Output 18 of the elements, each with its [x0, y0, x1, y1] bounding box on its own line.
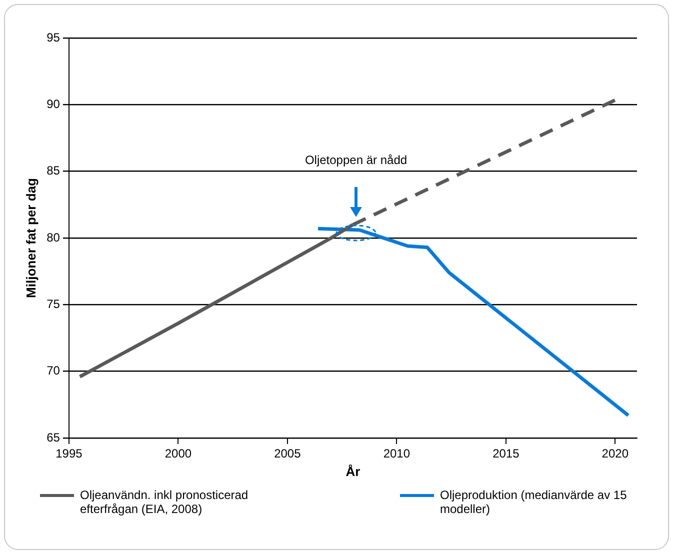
- x-tick-label: 2005: [274, 446, 302, 461]
- x-tick-label: 2000: [164, 446, 192, 461]
- x-axis-title: År: [346, 464, 360, 479]
- y-tick-label: 90: [46, 96, 60, 111]
- y-tick-label: 70: [46, 364, 60, 378]
- x-tick-label: 1995: [56, 446, 83, 461]
- legend-label: Oljeproduktion (medianvärde av 15 modeller): [440, 488, 628, 516]
- x-tick-label: 2020: [602, 446, 629, 461]
- y-tick-label: 75: [46, 296, 60, 311]
- x-tick-label: 2010: [383, 446, 410, 461]
- y-tick-label: 80: [46, 230, 60, 244]
- y-tick-label: 95: [46, 30, 60, 44]
- y-tick-label: 85: [46, 164, 60, 178]
- x-tick-label: 2015: [492, 446, 520, 461]
- y-tick-label: 65: [46, 430, 60, 444]
- legend-label: Oljeanvändn. inkl pronosticerad efterfrågan (EIA, 2008): [80, 488, 250, 516]
- y-axis-title: Miljoner fat per dag: [23, 178, 38, 298]
- annotation: Oljetoppen är nådd: [304, 153, 408, 167]
